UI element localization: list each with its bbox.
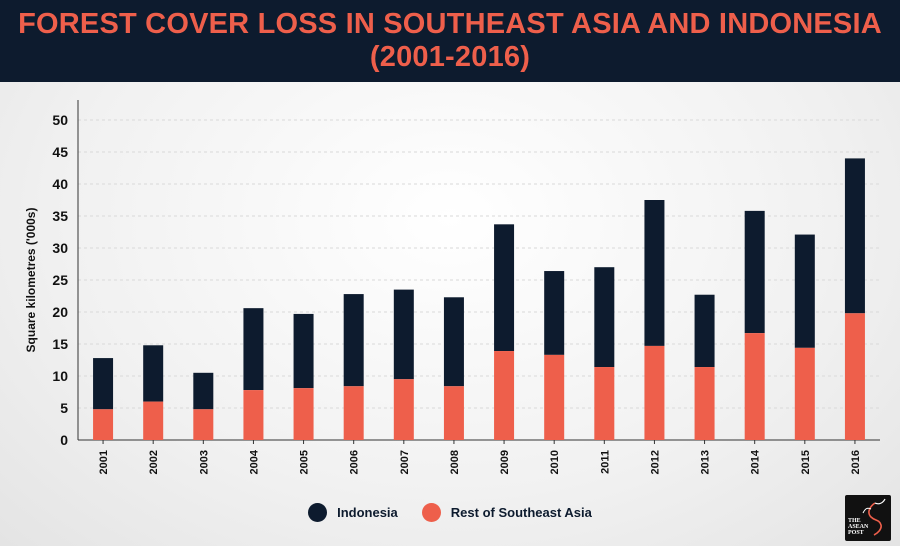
bar-rest-of-southeast-asia <box>143 401 164 440</box>
bar-rest-of-southeast-asia <box>794 347 815 440</box>
y-tick-label: 0 <box>60 432 68 448</box>
bar-indonesia <box>343 294 364 387</box>
y-tick-label: 50 <box>52 112 68 128</box>
bar-indonesia <box>544 271 565 355</box>
bar-indonesia <box>594 267 615 368</box>
chart-title-line-2: (2001-2016) <box>369 41 531 73</box>
y-tick-label: 20 <box>52 304 68 320</box>
bar-indonesia <box>794 234 815 348</box>
bar-rest-of-southeast-asia <box>644 345 665 440</box>
bar-rest-of-southeast-asia <box>443 386 464 440</box>
y-tick-label: 45 <box>52 144 68 160</box>
bar-rest-of-southeast-asia <box>844 313 865 440</box>
bar-indonesia <box>694 294 715 368</box>
x-tick-label: 2012 <box>649 450 661 474</box>
y-tick-label: 30 <box>52 240 68 256</box>
bar-rest-of-southeast-asia <box>243 390 264 440</box>
x-tick-label: 2015 <box>800 450 812 474</box>
legend-label-rest-of-southeast-asia: Rest of Southeast Asia <box>450 505 592 520</box>
bar-rest-of-southeast-asia <box>694 367 715 440</box>
bar-indonesia <box>93 358 114 410</box>
x-tick-label: 2001 <box>98 450 110 474</box>
x-tick-label: 2009 <box>499 450 511 474</box>
bar-rest-of-southeast-asia <box>544 354 565 440</box>
bar-rest-of-southeast-asia <box>393 379 414 440</box>
bar-indonesia <box>494 224 515 352</box>
y-tick-label: 5 <box>60 400 68 416</box>
bar-indonesia <box>644 200 665 346</box>
logo-wordmark-line-1: THE <box>848 518 861 524</box>
chart-title-banner: FOREST COVER LOSS IN SOUTHEAST ASIA AND … <box>0 0 900 82</box>
y-axis-title: Square kilometres ('000s) <box>24 208 38 353</box>
x-tick-label: 2016 <box>850 450 862 474</box>
bar-rest-of-southeast-asia <box>293 388 314 440</box>
bar-rest-of-southeast-asia <box>193 409 214 440</box>
x-tick-label: 2011 <box>599 450 611 474</box>
logo-wordmark: THE ASEAN POST <box>848 518 868 536</box>
x-tick-label: 2004 <box>248 449 260 474</box>
logo-wordmark-line-2: ASEAN <box>848 524 869 530</box>
stacked-bar-chart: 0 5 10 15 20 25 30 35 40 45 50 Square kilometres ('… <box>24 100 880 474</box>
legend-swatch-rest-of-southeast-asia <box>421 503 441 522</box>
x-tick-label: 2010 <box>549 450 561 474</box>
logo-wordmark-line-3: POST <box>848 530 864 536</box>
bar-indonesia <box>393 289 414 380</box>
bar-rest-of-southeast-asia <box>343 386 364 440</box>
bar-indonesia <box>844 158 865 314</box>
y-tick-label: 10 <box>52 368 68 384</box>
bird-emblem-icon <box>862 498 886 536</box>
y-tick-label: 25 <box>52 272 68 288</box>
bar-indonesia <box>243 308 264 391</box>
x-tick-label: 2013 <box>700 450 712 474</box>
x-tick-label: 2006 <box>349 450 361 474</box>
bar-rest-of-southeast-asia <box>744 333 765 440</box>
bar-indonesia <box>293 313 314 389</box>
bar-indonesia <box>443 297 464 387</box>
bar-rest-of-southeast-asia <box>494 351 515 440</box>
chart-title-line-1: FOREST COVER LOSS IN SOUTHEAST ASIA AND … <box>18 8 882 40</box>
y-tick-label: 35 <box>52 208 68 224</box>
bar-indonesia <box>143 345 164 402</box>
legend-swatch-indonesia <box>308 503 328 522</box>
chart-legend: Indonesia Rest of Southeast Asia <box>0 503 900 522</box>
bar-rest-of-southeast-asia <box>93 409 114 440</box>
bar-rest-of-southeast-asia <box>594 367 615 440</box>
bar-indonesia <box>193 372 214 410</box>
x-tick-label: 2005 <box>299 450 311 474</box>
y-tick-label: 15 <box>52 336 68 352</box>
the-asean-post-logo: THE ASEAN POST <box>845 495 891 541</box>
x-tick-label: 2002 <box>148 450 160 474</box>
y-tick-label: 40 <box>52 176 68 192</box>
legend-item-rest-of-southeast-asia: Rest of Southeast Asia <box>421 503 592 522</box>
x-tick-label: 2008 <box>449 450 461 474</box>
x-tick-label: 2014 <box>750 449 762 474</box>
bar-indonesia <box>744 210 765 334</box>
x-tick-label: 2007 <box>399 450 411 474</box>
legend-label-indonesia: Indonesia <box>337 505 398 520</box>
legend-item-indonesia: Indonesia <box>308 503 398 522</box>
x-tick-label: 2003 <box>198 450 210 474</box>
